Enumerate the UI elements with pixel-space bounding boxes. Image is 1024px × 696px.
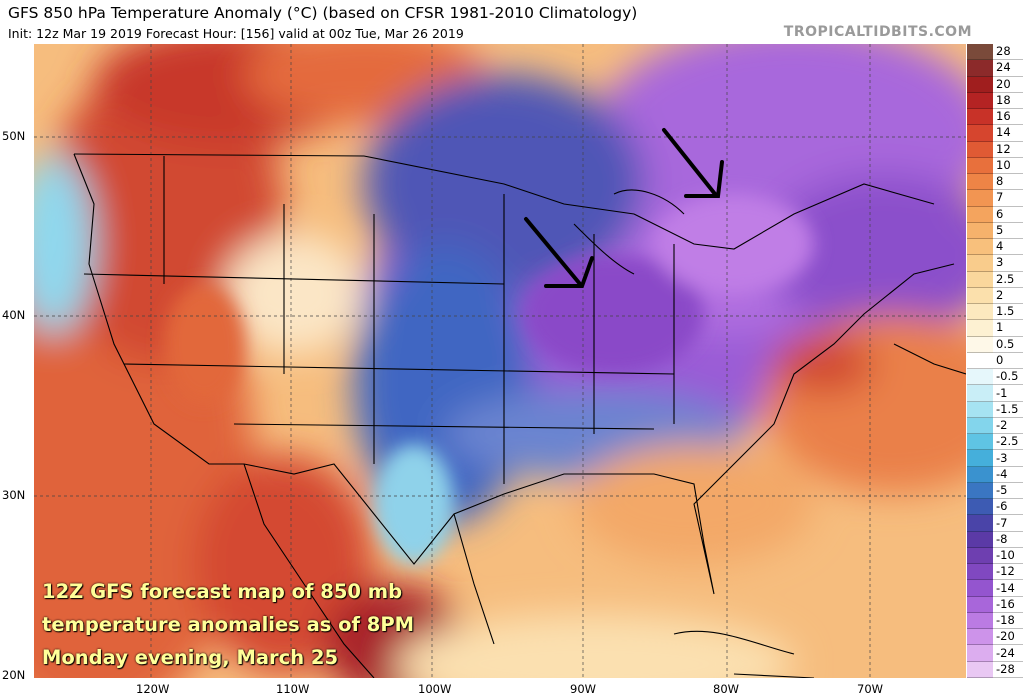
colorbar-step: 0.5 — [967, 336, 1023, 353]
colorbar-step: 16 — [967, 109, 1023, 126]
colorbar-step: 4 — [967, 239, 1023, 256]
colorbar-step: 24 — [967, 60, 1023, 77]
colorbar-step: 12 — [967, 141, 1023, 158]
colorbar-label: 5 — [996, 222, 1004, 237]
colorbar-label: 3 — [996, 255, 1004, 270]
colorbar-label: 14 — [996, 125, 1011, 140]
colorbar-label: 0 — [996, 352, 1004, 367]
lon-label-110w: 110W — [276, 682, 310, 696]
colorbar-label: 8 — [996, 174, 1004, 189]
colorbar-label: -1 — [996, 385, 1008, 400]
colorbar-step: 6 — [967, 206, 1023, 223]
colorbar-step: -4 — [967, 466, 1023, 483]
temperature-anomaly-map — [34, 44, 966, 678]
colorbar-step: -10 — [967, 547, 1023, 565]
colorbar-step: 28 — [967, 44, 1023, 61]
lat-label-40n: 40N — [2, 308, 26, 322]
lon-label-100w: 100W — [418, 682, 452, 696]
colorbar-step: 3 — [967, 255, 1023, 272]
colorbar-step: 8 — [967, 174, 1023, 191]
colorbar-step: 1.5 — [967, 304, 1023, 321]
colorbar-step: -16 — [967, 596, 1023, 613]
colorbar-label: -6 — [996, 499, 1008, 514]
colorbar-label: 2.5 — [996, 271, 1015, 286]
colorbar-step: -5 — [967, 482, 1023, 500]
colorbar-label: 20 — [996, 76, 1011, 91]
colorbar-label: 24 — [996, 60, 1011, 75]
colorbar-step: 18 — [967, 92, 1023, 110]
colorbar-step: -14 — [967, 580, 1023, 597]
colorbar-label: 4 — [996, 239, 1004, 254]
caption-line-3: Monday evening, March 25 — [42, 646, 339, 669]
colorbar-label: -14 — [996, 580, 1015, 595]
colorbar-label: 12 — [996, 141, 1011, 156]
colorbar-step: -18 — [967, 612, 1023, 630]
colorbar-label: 6 — [996, 206, 1004, 221]
colorbar-label: -16 — [996, 596, 1015, 611]
colorbar-step: -2.5 — [967, 434, 1023, 451]
colorbar-step: 14 — [967, 125, 1023, 142]
colorbar-step: -28 — [967, 661, 1023, 678]
lon-label-90w: 90W — [570, 682, 597, 696]
colorbar-step: -3 — [967, 450, 1023, 467]
colorbar-label: -3 — [996, 450, 1008, 465]
colorbar-label: 28 — [996, 44, 1011, 59]
colorbar-label: -18 — [996, 613, 1015, 628]
colorbar-label: 7 — [996, 190, 1004, 205]
colorbar-step: 0 — [967, 352, 1023, 370]
colorbar-label: -8 — [996, 531, 1008, 546]
colorbar-step: -20 — [967, 629, 1023, 646]
colorbar-step: -24 — [967, 645, 1023, 662]
colorbar-label: 1.5 — [996, 304, 1015, 319]
lat-label-20n: 20N — [2, 668, 26, 682]
colorbar-label: -2.5 — [996, 434, 1019, 449]
colorbar-label: 1 — [996, 320, 1004, 335]
colorbar-step: 1 — [967, 320, 1023, 337]
colorbar-step: -8 — [967, 531, 1023, 548]
colorbar-label: -0.5 — [996, 369, 1019, 384]
colorbar-label: -24 — [996, 645, 1015, 660]
colorbar-step: 20 — [967, 76, 1023, 93]
colorbar-step: -2 — [967, 417, 1023, 435]
colorbar-step: -6 — [967, 499, 1023, 516]
map-title: GFS 850 hPa Temperature Anomaly (°C) (ba… — [8, 4, 638, 22]
colorbar-label: -4 — [996, 466, 1008, 481]
arrow-upper-midwest — [524, 217, 594, 288]
colorbar-label: 0.5 — [996, 336, 1015, 351]
colorbar-label: 10 — [996, 157, 1011, 172]
lat-label-50n: 50N — [2, 129, 26, 143]
colorbar-label: 2 — [996, 287, 1004, 302]
colorbar-step: 2.5 — [967, 271, 1023, 288]
colorbar-step: 5 — [967, 222, 1023, 240]
colorbar-label: -5 — [996, 483, 1008, 498]
caption-line-2: temperature anomalies as of 8PM — [42, 613, 415, 636]
brand-watermark: TROPICALTIDBITS.COM — [783, 24, 972, 40]
colorbar-step: -0.5 — [967, 369, 1023, 386]
map-subtitle: Init: 12z Mar 19 2019 Forecast Hour: [15… — [8, 26, 464, 41]
colorbar-label: -1.5 — [996, 401, 1019, 416]
colorbar-label: 18 — [996, 92, 1011, 107]
colorbar-step: -1.5 — [967, 401, 1023, 418]
colorbar-step: 7 — [967, 190, 1023, 207]
colorbar-label: 16 — [996, 109, 1011, 124]
colorbar-legend: 28 24 20 18 16 14 12 10 8 7 6 5 4 3 2.5 2 1.5 1 0.5 0 -0.5 -1… — [967, 44, 1023, 678]
colorbar-step: -1 — [967, 385, 1023, 402]
colorbar-step: -7 — [967, 515, 1023, 532]
colorbar-label: -20 — [996, 629, 1015, 644]
colorbar-label: -12 — [996, 564, 1015, 579]
colorbar-label: -10 — [996, 548, 1015, 563]
lat-label-30n: 30N — [2, 488, 26, 502]
lon-label-80w: 80W — [713, 682, 740, 696]
lon-label-120w: 120W — [136, 682, 170, 696]
colorbar-label: -28 — [996, 661, 1015, 676]
lon-label-70w: 70W — [857, 682, 884, 696]
caption-line-1: 12Z GFS forecast map of 850 mb — [42, 580, 403, 603]
colorbar-label: -7 — [996, 515, 1008, 530]
arrow-great-lakes-east — [662, 128, 724, 198]
colorbar-label: -2 — [996, 418, 1008, 433]
colorbar-step: 10 — [967, 157, 1023, 175]
colorbar-step: 2 — [967, 287, 1023, 305]
colorbar-step: -12 — [967, 564, 1023, 581]
